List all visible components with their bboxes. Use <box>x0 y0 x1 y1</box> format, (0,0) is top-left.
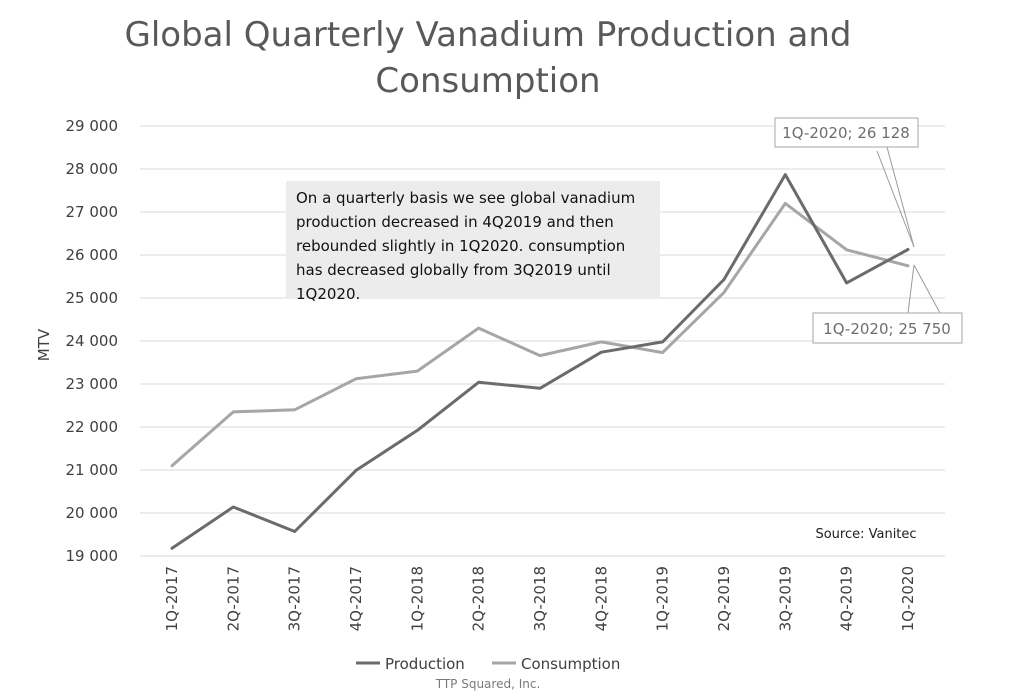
production-data-label-box <box>774 117 919 148</box>
consumption-label-leader-2 <box>913 264 941 314</box>
series-line-consumption <box>170 201 910 468</box>
x-tick-label: 2Q-2019 <box>715 566 733 631</box>
x-tick-label: 2Q-2017 <box>224 566 242 631</box>
x-tick-label: 1Q-2019 <box>654 566 672 631</box>
legend: Production Consumption <box>356 655 620 673</box>
y-tick-label: 24 000 <box>66 332 119 350</box>
x-tick-label: 4Q-2018 <box>592 566 610 631</box>
series-lines <box>170 173 910 550</box>
legend-label-production: Production <box>385 655 465 673</box>
y-tick-label: 28 000 <box>66 160 119 178</box>
x-tick-label: 1Q-2018 <box>408 566 426 631</box>
x-tick-label: 1Q-2017 <box>163 566 181 631</box>
y-tick-label: 20 000 <box>66 504 119 522</box>
y-tick-label: 23 000 <box>66 375 119 393</box>
y-tick-label: 27 000 <box>66 203 119 221</box>
x-tick-label: 3Q-2017 <box>286 566 304 631</box>
y-axis-label: MTV <box>35 328 53 361</box>
chart-title-line-2: Consumption <box>375 61 600 101</box>
series-line-production <box>170 173 910 550</box>
source-note: Source: Vanitec <box>815 527 916 542</box>
x-tick-label: 3Q-2019 <box>776 566 794 631</box>
x-tick-label: 4Q-2017 <box>347 566 365 631</box>
production-label-leader <box>886 146 915 248</box>
y-tick-label: 22 000 <box>66 418 119 436</box>
consumption-data-label-box <box>812 312 963 344</box>
legend-label-consumption: Consumption <box>521 655 620 673</box>
production-label-leader-2 <box>876 150 915 248</box>
y-tick-label: 25 000 <box>66 289 119 307</box>
credit-text: TTP Squared, Inc. <box>435 677 541 691</box>
annotation-box: On a quarterly basis we see global vanad… <box>286 181 660 303</box>
x-tick-label: 2Q-2018 <box>470 566 488 631</box>
y-tick-label: 29 000 <box>66 117 119 135</box>
x-tick-label: 1Q-2020 <box>899 566 917 631</box>
y-tick-label: 21 000 <box>66 461 119 479</box>
y-tick-label: 26 000 <box>66 246 119 264</box>
consumption-data-label: 1Q-2020; 25 750 <box>823 320 951 338</box>
y-axis-tick-labels: 19 000 20 000 21 000 22 000 23 000 24 000 25 0… <box>66 117 119 565</box>
chart-title-line-1: Global Quarterly Vanadium Production and <box>125 15 852 55</box>
x-tick-label: 3Q-2018 <box>531 566 549 631</box>
x-axis-tick-labels: 1Q-2017 2Q-2017 3Q-2017 4Q-2017 1Q-2018 2Q-20… <box>163 566 917 631</box>
x-tick-label: 4Q-2019 <box>838 566 856 631</box>
y-tick-label: 19 000 <box>66 547 119 565</box>
consumption-label-leader <box>907 264 915 314</box>
production-data-label: 1Q-2020; 26 128 <box>782 124 910 142</box>
